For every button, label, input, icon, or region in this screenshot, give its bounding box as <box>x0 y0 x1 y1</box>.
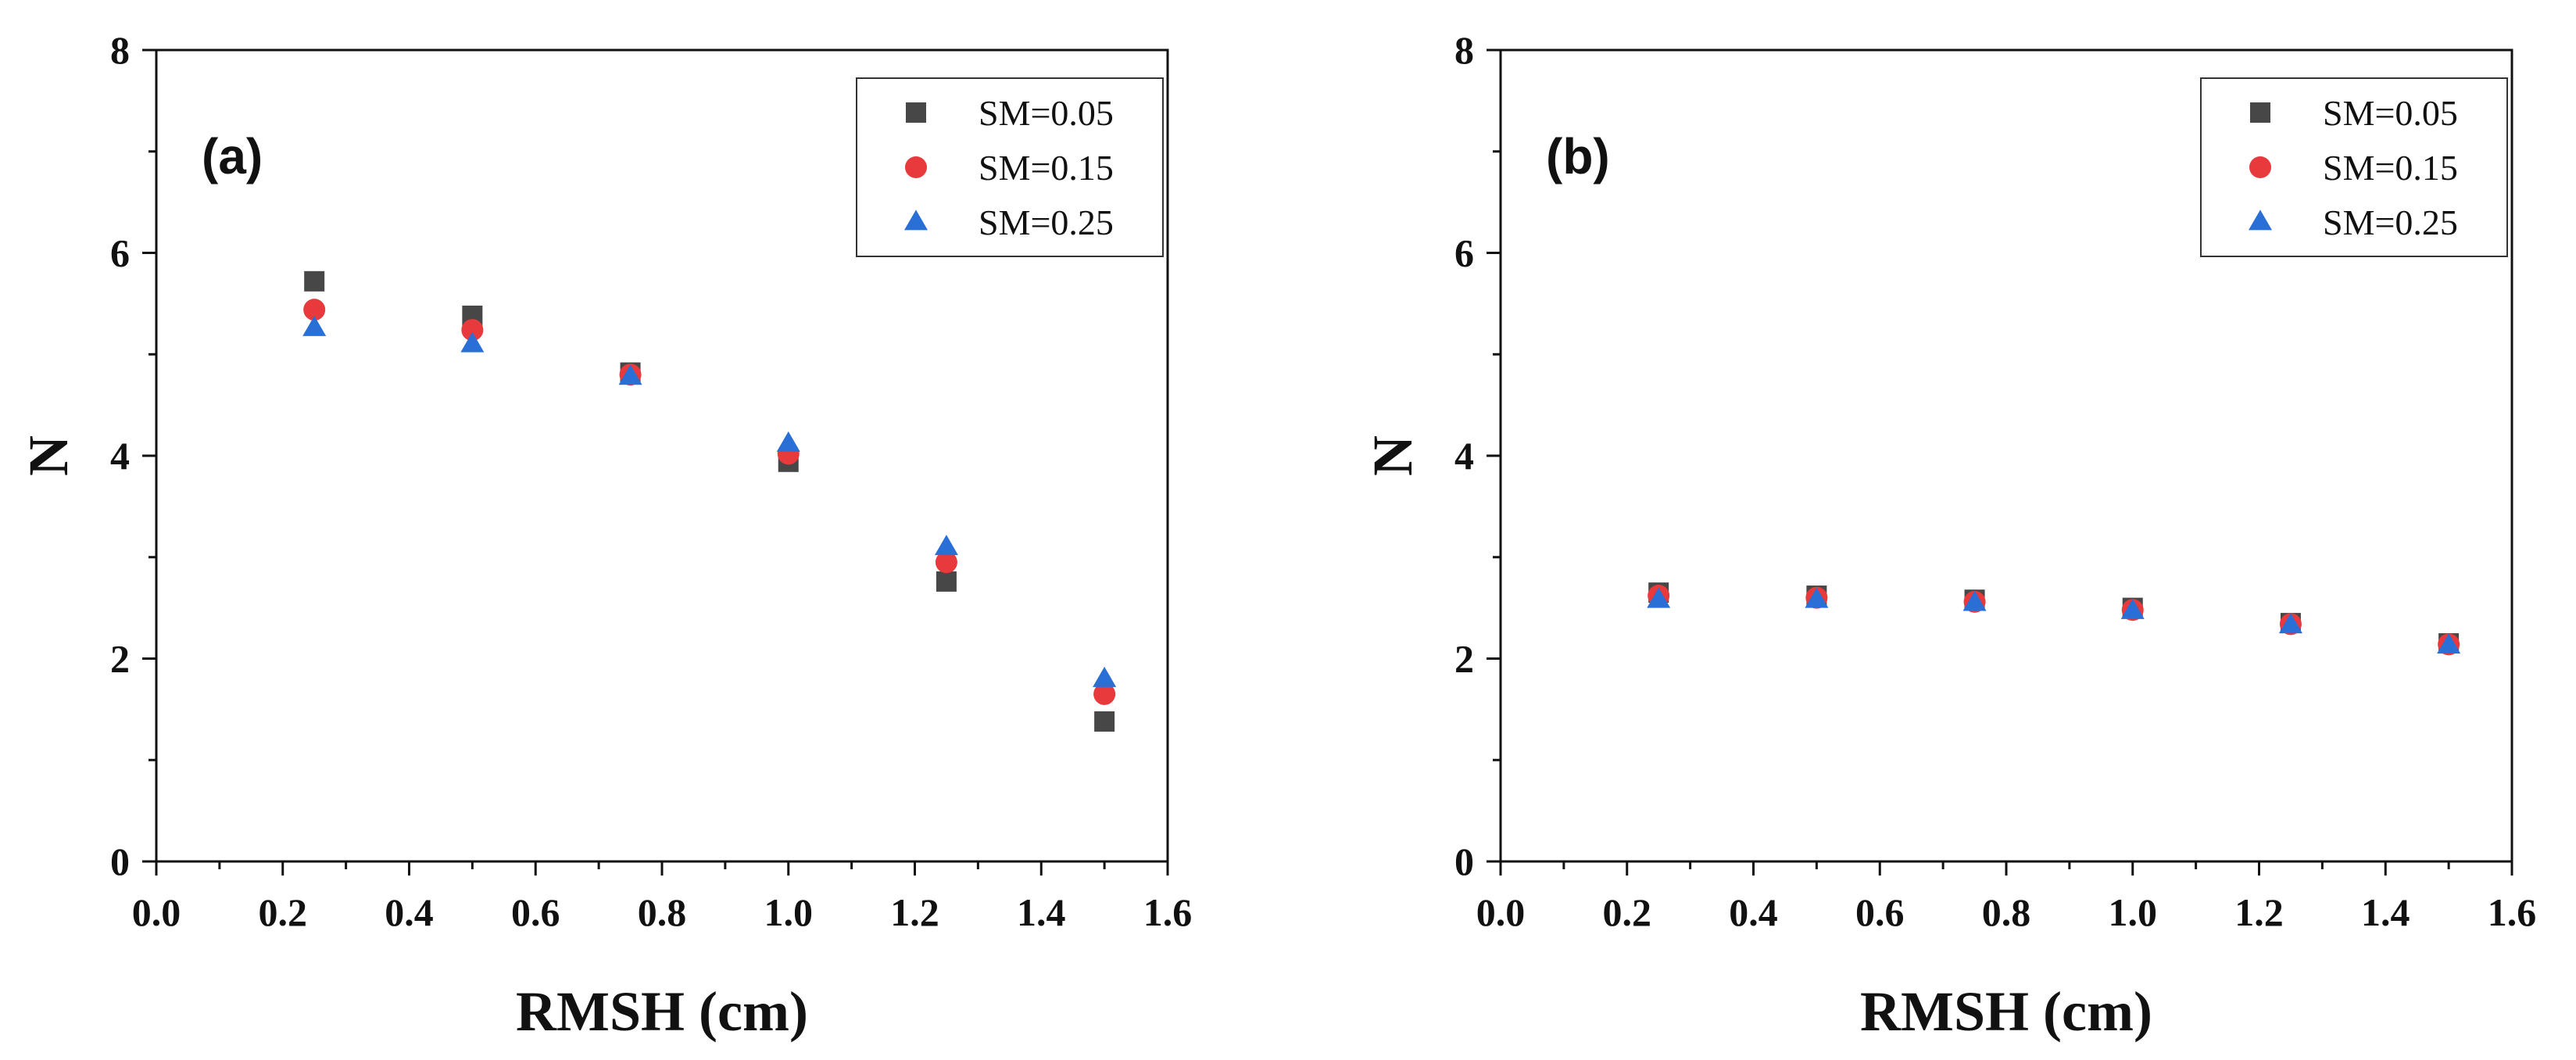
x-tick-label: 1.6 <box>2488 890 2537 934</box>
data-point <box>1093 682 1116 705</box>
series-sm-0-25 <box>302 315 1117 687</box>
data-point <box>1093 666 1117 687</box>
x-axis-title: RMSH (cm) <box>516 980 808 1043</box>
data-point <box>936 571 957 592</box>
x-tick-label: 1.6 <box>1143 890 1193 934</box>
series-sm-0-15 <box>303 299 1116 705</box>
x-tick-label: 1.2 <box>2234 890 2284 934</box>
x-axis-title: RMSH (cm) <box>1860 980 2152 1043</box>
data-point <box>460 331 485 353</box>
panel-label: (a) <box>202 128 263 184</box>
x-tick-label: 0.8 <box>1982 890 2031 934</box>
x-tick-label: 0.0 <box>132 890 181 934</box>
data-point <box>1805 587 1829 608</box>
data-point <box>304 270 325 292</box>
data-point <box>934 535 958 556</box>
x-tick-label: 0.6 <box>1855 890 1905 934</box>
x-tick-label: 0.4 <box>1729 890 1778 934</box>
legend: SM=0.05 SM=0.15 SM=0.25 <box>2200 77 2508 257</box>
legend-marker <box>904 209 928 231</box>
x-tick-label: 1.0 <box>2109 890 2158 934</box>
legend-marker <box>905 156 927 178</box>
x-tick-label: 1.2 <box>890 890 939 934</box>
data-point <box>461 319 484 342</box>
legend-label: SM=0.05 <box>2323 93 2458 133</box>
x-tick-label: 0.0 <box>1476 890 1526 934</box>
x-tick-label: 1.4 <box>2361 890 2410 934</box>
data-point <box>2278 613 2302 634</box>
legend-label: SM=0.25 <box>979 202 1114 242</box>
y-tick-label: 0 <box>110 840 130 883</box>
panel-label: (b) <box>1546 128 1610 184</box>
y-tick-label: 2 <box>110 637 130 681</box>
data-point <box>1094 711 1115 732</box>
legend-label: SM=0.25 <box>2323 202 2458 242</box>
y-tick-label: 6 <box>110 231 130 275</box>
legend-marker <box>2249 156 2271 178</box>
y-tick-label: 4 <box>110 434 130 478</box>
legend: SM=0.05 SM=0.15 SM=0.25 <box>856 77 1164 257</box>
data-point <box>618 364 642 385</box>
legend-marker <box>2249 209 2272 231</box>
y-tick-label: 8 <box>1454 28 1474 72</box>
data-point <box>2120 598 2145 619</box>
series-sm-0-05 <box>304 270 1115 732</box>
data-point <box>776 431 800 452</box>
x-tick-label: 0.2 <box>1603 890 1652 934</box>
y-tick-label: 4 <box>1454 434 1474 478</box>
data-point <box>2437 633 2461 654</box>
y-tick-label: 6 <box>1454 231 1474 275</box>
legend-label: SM=0.05 <box>979 93 1114 133</box>
y-axis-title: N <box>17 435 80 476</box>
data-point <box>1647 587 1671 608</box>
x-tick-label: 0.2 <box>259 890 308 934</box>
x-tick-label: 1.4 <box>1017 890 1066 934</box>
y-tick-label: 2 <box>1454 637 1474 681</box>
data-point <box>302 315 327 336</box>
x-tick-label: 0.6 <box>511 890 560 934</box>
chart-panel-a: 0.0 0.2 0.4 0.6 0.8 1.0 1.2 1.4 1.6 0 2 4 6 8 RMSH (cm… <box>17 28 1192 1043</box>
legend-marker <box>2250 102 2270 123</box>
series-sm-0-05 <box>1648 582 2460 654</box>
data-point <box>303 299 326 321</box>
legend-marker <box>906 102 926 123</box>
series-sm-0-15 <box>1648 585 2460 656</box>
y-tick-label: 8 <box>110 28 130 72</box>
chart-panel-b: 0.0 0.2 0.4 0.6 0.8 1.0 1.2 1.4 1.6 0 2 4 6 8 RMSH (cm… <box>1361 28 2536 1043</box>
legend-label: SM=0.15 <box>979 148 1114 188</box>
y-axis-title: N <box>1361 435 1424 476</box>
x-tick-label: 0.4 <box>385 890 434 934</box>
legend-label: SM=0.15 <box>2323 148 2458 188</box>
data-point <box>1962 590 1987 611</box>
y-tick-label: 0 <box>1454 840 1474 883</box>
x-tick-label: 1.0 <box>764 890 814 934</box>
x-tick-label: 0.8 <box>638 890 687 934</box>
data-point <box>935 551 957 574</box>
series-sm-0-25 <box>1647 587 2461 654</box>
